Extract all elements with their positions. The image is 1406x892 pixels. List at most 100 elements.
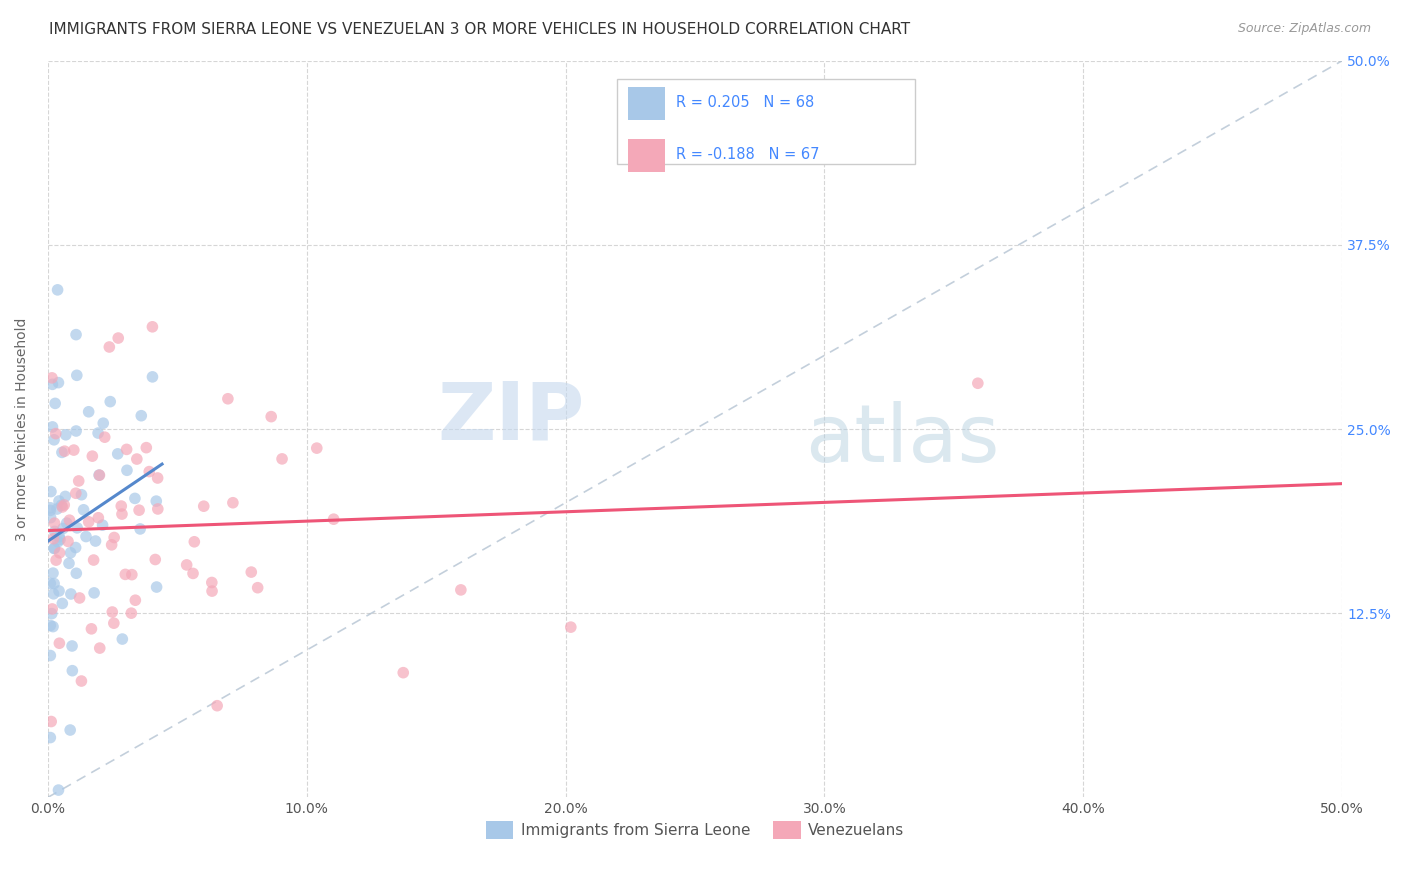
- Point: [48, 376, 70, 390]
- Point: [89, 641, 111, 656]
- Point: [44, 396, 66, 410]
- Point: [82, 449, 104, 463]
- Point: [48, 584, 70, 599]
- Point: [48, 636, 70, 650]
- Point: [83, 553, 105, 567]
- Point: [72, 503, 94, 517]
- Text: Source: ZipAtlas.com: Source: ZipAtlas.com: [1237, 22, 1371, 36]
- Point: [193, 499, 215, 513]
- Point: [56, 534, 79, 549]
- Point: [135, 441, 157, 455]
- Text: IMMIGRANTS FROM SIERRA LEONE VS VENEZUELAN 3 OR MORE VEHICLES IN HOUSEHOLD CORRE: IMMIGRANTS FROM SIERRA LEONE VS VENEZUEL…: [49, 22, 910, 37]
- Point: [45, 553, 67, 567]
- Point: [39, 648, 62, 663]
- Point: [87, 510, 110, 524]
- Point: [222, 496, 245, 510]
- Point: [271, 451, 294, 466]
- Point: [107, 447, 129, 461]
- Point: [67, 474, 90, 488]
- Point: [69, 591, 91, 605]
- Point: [87, 425, 110, 440]
- Point: [205, 698, 228, 713]
- Point: [115, 442, 138, 457]
- Point: [41, 377, 63, 392]
- Legend: Immigrants from Sierra Leone, Venezuelans: Immigrants from Sierra Leone, Venezuelan…: [479, 815, 911, 845]
- Point: [44, 524, 66, 539]
- Point: [77, 405, 100, 419]
- Point: [110, 499, 132, 513]
- Point: [98, 394, 121, 409]
- Point: [60, 664, 83, 678]
- Point: [42, 433, 65, 447]
- Point: [59, 546, 82, 560]
- Point: [65, 486, 87, 500]
- Point: [100, 538, 122, 552]
- Text: R = -0.188   N = 67: R = -0.188 N = 67: [676, 147, 820, 162]
- Point: [48, 546, 70, 560]
- Point: [46, 283, 69, 297]
- Point: [55, 427, 77, 442]
- Point: [59, 587, 82, 601]
- Point: [46, 502, 69, 516]
- Point: [217, 392, 239, 406]
- Point: [107, 331, 129, 345]
- Text: ZIP: ZIP: [437, 379, 585, 457]
- Point: [66, 368, 89, 383]
- Point: [93, 430, 115, 444]
- FancyBboxPatch shape: [627, 139, 665, 172]
- Text: atlas: atlas: [806, 401, 1000, 479]
- Point: [176, 558, 198, 572]
- Point: [111, 507, 134, 521]
- Point: [58, 557, 80, 571]
- Point: [39, 731, 62, 745]
- Point: [70, 673, 93, 688]
- Point: [138, 465, 160, 479]
- Point: [39, 618, 62, 632]
- Y-axis label: 3 or more Vehicles in Household: 3 or more Vehicles in Household: [15, 318, 30, 541]
- Point: [146, 471, 169, 485]
- Point: [141, 369, 163, 384]
- Point: [51, 498, 73, 512]
- Point: [91, 518, 114, 533]
- Point: [42, 576, 65, 591]
- Point: [65, 566, 87, 581]
- Point: [141, 319, 163, 334]
- Point: [39, 510, 62, 524]
- Point: [53, 498, 76, 512]
- Text: R = 0.205   N = 68: R = 0.205 N = 68: [676, 95, 814, 111]
- Point: [103, 616, 125, 631]
- Point: [51, 500, 73, 514]
- Point: [53, 490, 76, 504]
- Point: [145, 580, 167, 594]
- Point: [39, 714, 62, 729]
- Point: [183, 534, 205, 549]
- Point: [124, 491, 146, 506]
- Point: [45, 426, 67, 441]
- Point: [322, 512, 344, 526]
- Point: [41, 607, 63, 621]
- Point: [42, 566, 65, 580]
- Point: [58, 513, 80, 527]
- Point: [146, 502, 169, 516]
- Point: [48, 783, 70, 797]
- Point: [39, 500, 62, 515]
- Point: [80, 622, 103, 636]
- Point: [70, 488, 93, 502]
- Point: [65, 327, 87, 342]
- Point: [124, 593, 146, 607]
- Point: [305, 441, 328, 455]
- Point: [41, 371, 63, 385]
- Point: [103, 531, 125, 545]
- Point: [59, 723, 82, 737]
- Point: [128, 503, 150, 517]
- Point: [42, 587, 65, 601]
- FancyBboxPatch shape: [617, 79, 915, 164]
- Point: [121, 567, 143, 582]
- Point: [53, 444, 76, 458]
- Point: [129, 409, 152, 423]
- Point: [98, 340, 121, 354]
- Point: [201, 575, 224, 590]
- Point: [62, 443, 84, 458]
- Point: [83, 586, 105, 600]
- Point: [91, 416, 114, 430]
